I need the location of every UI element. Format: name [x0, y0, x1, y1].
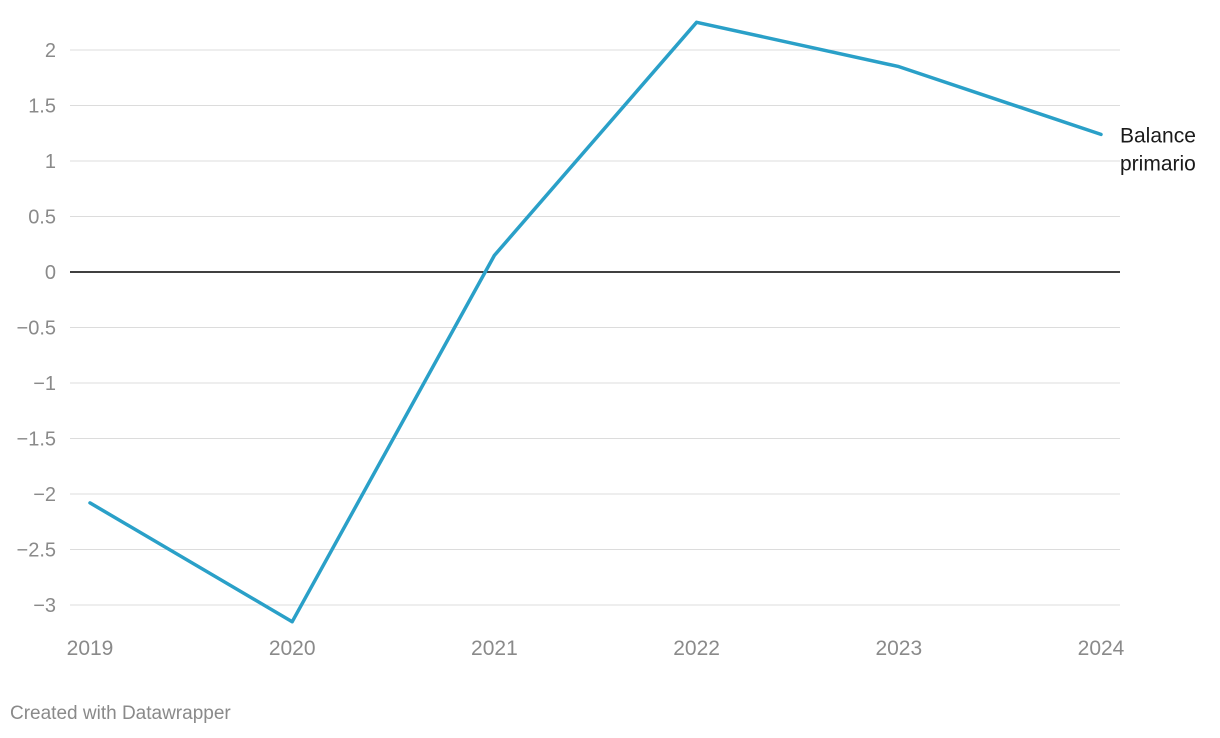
- y-tick-label: 2: [45, 40, 56, 62]
- x-tick-label: 2019: [67, 637, 114, 660]
- x-axis-labels: 2019 2020 2021 2022 2023 2024: [67, 637, 1125, 660]
- series-label: Balance primario: [1120, 124, 1196, 175]
- y-tick-label: −1: [33, 373, 56, 395]
- y-tick-label: 1.5: [28, 96, 56, 118]
- series-layer: Balance primario: [88, 20, 1196, 624]
- series-line-balance-primario: [88, 20, 1103, 624]
- y-tick-label: −2.5: [17, 540, 56, 562]
- y-axis-labels: 2 1.5 1 0.5 0 −0.5 −1 −1.5 −2 −2.5 −3: [17, 40, 56, 617]
- x-tick-label: 2022: [673, 637, 720, 660]
- x-tick-label: 2021: [471, 637, 518, 660]
- y-tick-label: −2: [33, 484, 56, 506]
- y-tick-label: −0.5: [17, 318, 56, 340]
- y-tick-label: −1.5: [17, 429, 56, 451]
- y-tick-label: 1: [45, 151, 56, 173]
- x-tick-label: 2024: [1078, 637, 1125, 660]
- y-tick-label: 0: [45, 262, 56, 284]
- x-tick-label: 2023: [875, 637, 922, 660]
- y-tick-label: −3: [33, 595, 56, 617]
- series-label-line: Balance: [1120, 124, 1196, 147]
- x-tick-label: 2020: [269, 637, 316, 660]
- y-tick-label: 0.5: [28, 207, 56, 229]
- series-label-line: primario: [1120, 152, 1196, 175]
- grid-layer: [70, 49, 1120, 606]
- credit-text: Created with Datawrapper: [10, 703, 231, 724]
